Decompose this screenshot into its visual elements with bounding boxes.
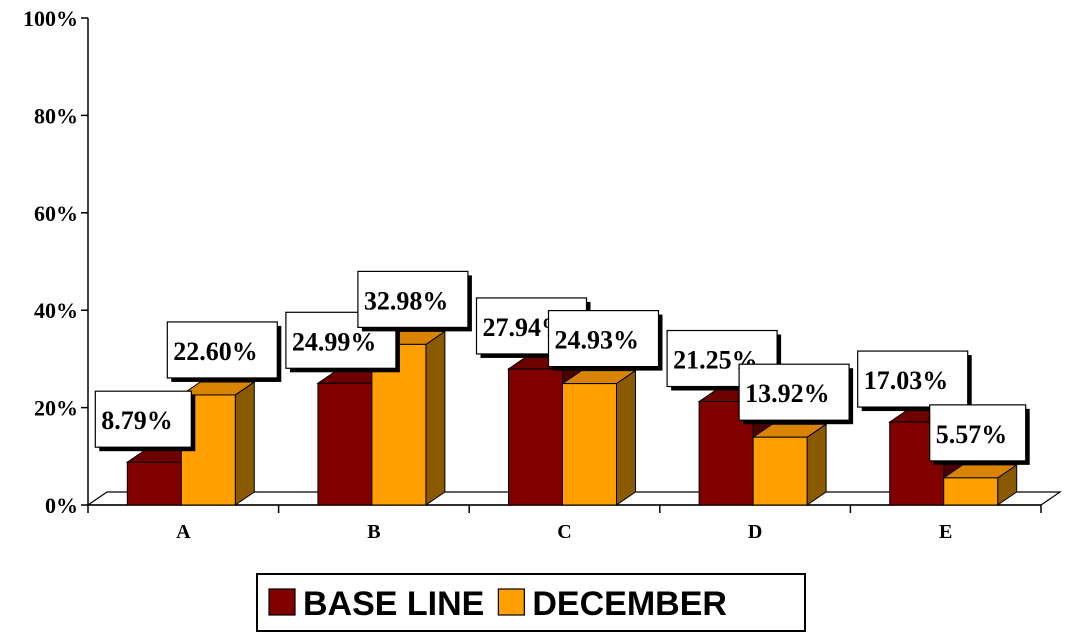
data-label-december: 24.93% (547, 309, 663, 371)
bar-front-face (943, 477, 999, 506)
data-label-text: 22.60% (173, 337, 257, 366)
legend: BASE LINE DECEMBER (256, 573, 806, 632)
x-tick-label: A (176, 521, 191, 543)
bar-side-face (616, 369, 636, 506)
y-tick-label: 0% (45, 493, 78, 518)
x-tick-label: B (367, 521, 380, 543)
data-label-text: 24.93% (555, 326, 640, 355)
legend-label-baseline: BASE LINE (303, 585, 484, 623)
data-label-december: 22.60% (166, 321, 282, 382)
bar-front-face (126, 461, 182, 506)
legend-swatch-baseline (268, 588, 296, 616)
y-tick-label: 20% (34, 396, 78, 421)
data-label-box (929, 404, 1027, 462)
data-label-text: 13.92% (745, 379, 830, 408)
data-label-box (94, 390, 192, 448)
y-tick-label: 60% (34, 201, 78, 226)
data-label-december: 13.92% (738, 363, 854, 425)
data-label-text: 5.57% (936, 420, 1008, 449)
data-labels: 8.79%22.60% 24.99%32.98%27.94%24.93%21.25… (94, 270, 1030, 465)
y-tick-label: 100% (23, 6, 78, 31)
bar-front-face (317, 382, 373, 506)
bar-december (751, 423, 828, 506)
data-label-box (738, 363, 850, 421)
bar-front-face (752, 436, 808, 506)
data-label-text: 17.03% (864, 366, 949, 395)
bar-side-face (806, 423, 827, 506)
legend-swatch-december (497, 588, 525, 616)
axes: 0% 20% 40% 60% 80% 100% A B C D E (23, 6, 1062, 543)
legend-box (256, 573, 806, 632)
bar-front-face (562, 383, 617, 506)
data-label-december: 5.57% (929, 404, 1030, 465)
data-label-box (547, 309, 660, 368)
data-label-text: 32.98% (364, 286, 449, 315)
data-label-baseline: 17.03% (857, 350, 972, 412)
y-tick-label: 40% (34, 298, 78, 323)
bar-front-face (508, 368, 563, 506)
data-label-text: 24.99% (292, 327, 377, 356)
data-label-baseline: 8.79% (94, 390, 196, 452)
bar-side-face (425, 330, 446, 506)
data-label-december: 32.98% (357, 270, 472, 332)
bar-december (560, 369, 638, 506)
bar-december (942, 463, 1019, 506)
legend-label-december: DECEMBER (532, 585, 727, 623)
data-label-box (166, 321, 278, 379)
x-tick-label: E (939, 521, 952, 543)
data-label-box (857, 350, 969, 408)
x-tick-label: D (748, 521, 762, 543)
x-tick-label: C (557, 521, 571, 543)
data-label-text: 8.79% (101, 406, 173, 435)
y-tick-label: 80% (34, 103, 78, 128)
data-label-box (357, 270, 469, 328)
bar-side-face (234, 380, 255, 506)
